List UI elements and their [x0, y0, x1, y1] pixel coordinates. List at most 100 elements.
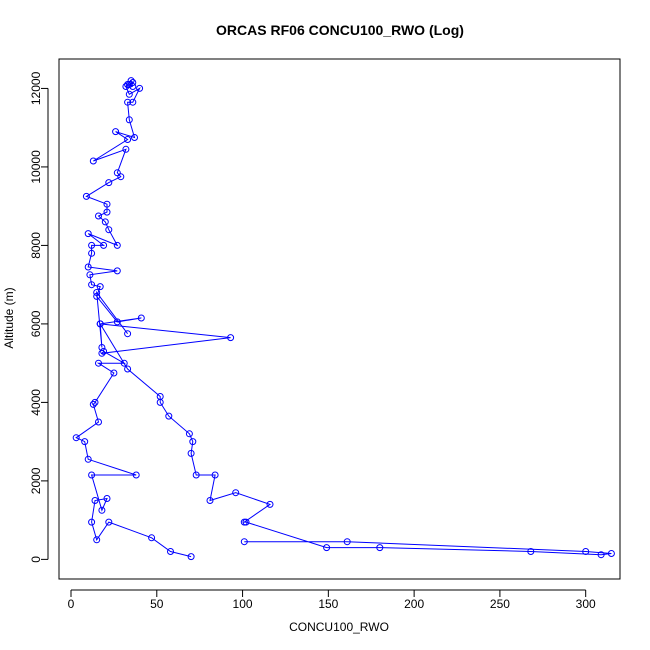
data-point [187, 449, 195, 457]
series-2 [93, 289, 615, 559]
x-tick-label: 150 [318, 597, 338, 611]
data-point [103, 200, 111, 208]
data-point [192, 471, 200, 479]
data-point [227, 334, 235, 342]
data-point [206, 497, 214, 504]
y-axis: 0 2000 4000 6000 8000 10000 12000 [29, 71, 49, 563]
data-point [91, 398, 99, 406]
data-point [129, 83, 137, 90]
data-point [98, 506, 106, 514]
y-tick-label: 8000 [29, 232, 43, 259]
data-point [113, 169, 121, 177]
data-point [323, 544, 331, 552]
data-point [343, 538, 351, 546]
data-point [84, 263, 92, 271]
data-point [136, 84, 144, 92]
data-point [88, 281, 96, 289]
data-point [88, 241, 96, 249]
data-point [137, 314, 145, 322]
data-point [96, 320, 104, 328]
data-point [156, 393, 164, 400]
data-point [72, 434, 80, 442]
data-point [124, 330, 132, 338]
data-point [211, 471, 219, 479]
data-point [91, 497, 99, 504]
data-point [113, 318, 121, 326]
data-point [110, 369, 118, 377]
data-point [527, 548, 535, 555]
data-point [129, 98, 137, 106]
y-tick-label: 12000 [29, 71, 43, 105]
data-point [96, 283, 104, 291]
y-tick-label: 6000 [29, 310, 43, 337]
data-point [88, 471, 96, 479]
data-point [187, 553, 195, 561]
x-tick-label: 250 [490, 597, 510, 611]
x-tick-label: 50 [150, 597, 164, 611]
data-point [103, 495, 111, 502]
data-point [112, 128, 120, 136]
data-point [148, 534, 156, 542]
data-point [93, 289, 101, 296]
data-point [95, 359, 102, 367]
data-point [125, 90, 133, 98]
data-point [132, 471, 140, 479]
data-point [88, 518, 96, 526]
y-tick-label: 0 [29, 556, 43, 563]
data-point [84, 455, 92, 463]
data-point [105, 226, 113, 234]
x-tick-label: 0 [68, 597, 75, 611]
data-point [105, 179, 113, 187]
data-point [607, 550, 615, 557]
x-axis: 0 50 100 150 200 250 300 [68, 589, 596, 611]
plot-frame [58, 58, 621, 580]
series-line [96, 290, 612, 556]
data-point [131, 134, 138, 141]
data-point [98, 344, 106, 351]
data-point [376, 544, 384, 552]
data-point [100, 347, 108, 355]
data-point [189, 438, 197, 446]
data-point [120, 359, 128, 367]
chart-title: ORCAS RF06 CONCU100_RWO (Log) [216, 22, 464, 38]
data-point [122, 83, 130, 90]
data-point [113, 241, 121, 249]
data-point [95, 212, 102, 220]
data-point [89, 400, 97, 408]
y-tick-label: 4000 [29, 389, 43, 416]
data-point [100, 241, 108, 249]
data-point [117, 173, 125, 181]
x-axis-label: CONCU100_RWO [289, 620, 389, 634]
data-point [122, 145, 130, 153]
data-point [95, 418, 102, 426]
data-point [93, 536, 101, 544]
data-point [124, 136, 132, 143]
data-point [266, 500, 274, 508]
data-point [86, 271, 94, 279]
y-tick-label: 10000 [29, 150, 43, 184]
x-tick-label: 300 [576, 597, 596, 611]
data-point [124, 365, 132, 373]
data-point [165, 412, 173, 420]
data-point [81, 438, 89, 446]
series-1 [72, 77, 235, 561]
x-tick-label: 100 [233, 597, 253, 611]
x-tick-label: 200 [404, 597, 424, 611]
data-point [240, 538, 248, 546]
data-point [240, 518, 248, 526]
series-layer [72, 77, 615, 561]
data-point [89, 157, 97, 165]
data-point [82, 192, 90, 200]
y-tick-label: 2000 [29, 467, 43, 494]
data-point [185, 430, 193, 438]
data-point [597, 551, 605, 559]
data-point [124, 98, 132, 106]
data-point [84, 230, 92, 238]
data-point [167, 548, 174, 555]
data-point [103, 208, 111, 216]
data-point [88, 249, 96, 257]
data-point [101, 218, 109, 226]
data-point [582, 548, 590, 555]
y-axis-label: Altitude (m) [2, 287, 16, 348]
